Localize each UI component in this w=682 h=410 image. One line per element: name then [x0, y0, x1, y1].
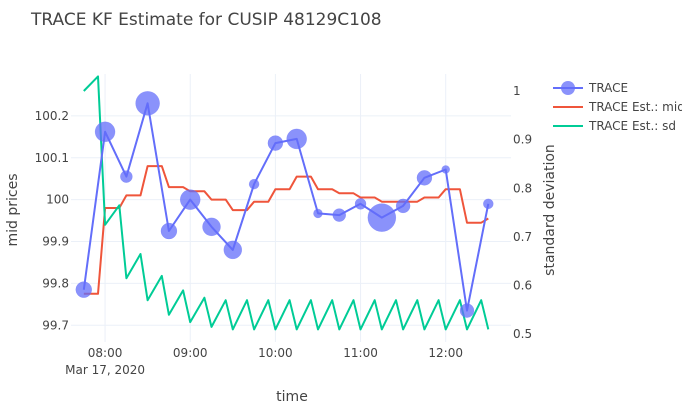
chart-title: TRACE KF Estimate for CUSIP 48129C108: [30, 10, 382, 30]
y-left-tick-label: 99.9: [42, 235, 69, 249]
data-point-trace[interactable]: [248, 178, 260, 190]
data-point-trace[interactable]: [332, 208, 347, 222]
legend-item-trace-est-mid[interactable]: TRACE Est.: mid: [553, 100, 682, 114]
x-tick-sublabel: Mar 17, 2020: [65, 363, 145, 377]
x-tick-label: 12:00: [428, 346, 463, 360]
data-point-trace[interactable]: [135, 91, 160, 116]
data-point-trace[interactable]: [313, 208, 323, 219]
data-point-trace[interactable]: [75, 281, 93, 298]
x-axis-title: time: [276, 389, 308, 405]
data-point-trace[interactable]: [202, 217, 221, 237]
legend-swatch-marker: [561, 81, 575, 95]
data-point-trace[interactable]: [267, 135, 284, 151]
data-point-trace[interactable]: [483, 198, 494, 210]
series-layer: [75, 75, 494, 331]
data-point-trace[interactable]: [120, 170, 133, 183]
series-line-trace-est-mid: [83, 165, 489, 295]
y-left-tick-label: 99.7: [42, 318, 69, 332]
y-right-tick-label: 0.7: [513, 230, 532, 244]
y-right-tick-label: 0.6: [513, 279, 532, 293]
x-tick-label: 11:00: [343, 346, 378, 360]
axis-layer: 08:00 Mar 17, 2020 09:00 10:00 11:00 12:00 99.…: [35, 84, 532, 377]
series-line-trace-est-sd: [83, 75, 490, 331]
data-point-trace[interactable]: [441, 165, 450, 174]
y-left-tick-label: 99.8: [42, 276, 69, 290]
y-left-tick-label: 100.2: [35, 109, 69, 123]
data-point-trace[interactable]: [94, 121, 116, 143]
data-point-trace[interactable]: [179, 189, 201, 210]
legend-label: TRACE Est.: mid: [588, 100, 682, 114]
data-point-trace[interactable]: [354, 198, 367, 210]
y-right-tick-label: 0.9: [513, 133, 532, 147]
x-tick-label: 10:00: [258, 346, 293, 360]
legend-item-trace-est-sd[interactable]: TRACE Est.: sd: [553, 119, 676, 133]
data-point-trace[interactable]: [286, 128, 307, 150]
legend-label: TRACE: [588, 81, 628, 95]
data-point-trace[interactable]: [367, 203, 397, 232]
legend[interactable]: TRACE TRACE Est.: mid TRACE Est.: sd: [553, 81, 682, 133]
data-point-trace[interactable]: [459, 303, 475, 318]
x-tick-label: 08:00: [88, 346, 123, 360]
y-axis-left-title: mid prices: [5, 173, 21, 246]
data-point-trace[interactable]: [395, 198, 411, 214]
y-right-tick-label: 1: [513, 84, 521, 98]
y-right-tick-label: 0.5: [513, 327, 532, 341]
legend-item-trace[interactable]: TRACE: [553, 81, 628, 95]
y-axis-right-title: standard deviation: [542, 144, 558, 276]
x-tick-label: 09:00: [173, 346, 208, 360]
data-point-trace[interactable]: [416, 170, 433, 186]
y-right-tick-label: 0.8: [513, 181, 532, 195]
data-point-trace[interactable]: [223, 240, 243, 260]
y-left-tick-label: 100: [46, 193, 69, 207]
legend-label: TRACE Est.: sd: [588, 119, 676, 133]
y-left-tick-label: 100.1: [35, 151, 69, 165]
data-point-trace[interactable]: [160, 222, 178, 240]
